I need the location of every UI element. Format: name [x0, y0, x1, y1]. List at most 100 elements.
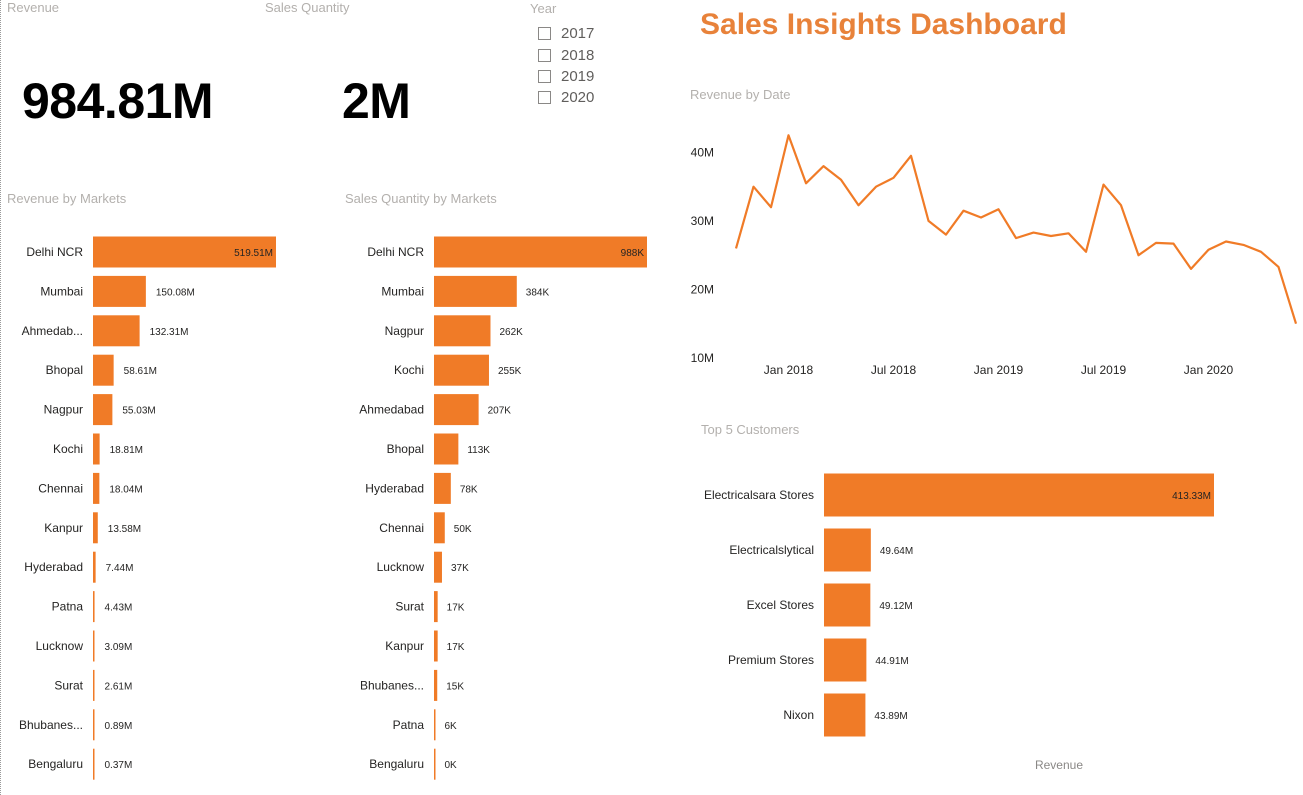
bar[interactable] [824, 528, 871, 572]
data-point[interactable] [733, 245, 739, 251]
data-point[interactable] [961, 208, 967, 214]
bar[interactable] [434, 315, 491, 347]
top-5-customers-title: Top 5 Customers [701, 422, 800, 437]
data-label: 50K [454, 524, 472, 535]
bar[interactable] [93, 354, 114, 386]
data-point[interactable] [891, 175, 897, 181]
data-point[interactable] [768, 204, 774, 210]
data-label: 15K [446, 681, 464, 692]
data-label: 413.33M [1172, 491, 1211, 502]
year-option-label: 2018 [561, 46, 595, 64]
bar[interactable] [93, 669, 95, 701]
bar[interactable] [93, 394, 113, 426]
data-label: 55.03M [122, 406, 155, 417]
data-point[interactable] [1293, 321, 1299, 327]
bar[interactable] [434, 748, 436, 780]
revenue-by-markets-chart[interactable]: Delhi NCR 519.51M Mumbai 150.08M Ahmedab... 1… [0, 228, 335, 788]
checkbox[interactable] [538, 90, 551, 104]
bar[interactable] [434, 512, 445, 544]
data-point[interactable] [1118, 202, 1124, 208]
data-point[interactable] [1083, 249, 1089, 255]
data-point[interactable] [996, 206, 1002, 212]
data-point[interactable] [1153, 240, 1159, 246]
bar[interactable] [93, 551, 96, 583]
data-point[interactable] [803, 180, 809, 186]
revenue-card-value: 984.81M [22, 73, 214, 129]
data-point[interactable] [1101, 182, 1107, 188]
bar[interactable] [434, 236, 647, 268]
bar[interactable] [93, 512, 98, 544]
revenue-by-date-chart[interactable]: 10M 20M 30M 40M Jan 2018 Jul 2018 Jan 2019 Jul … [680, 115, 1300, 390]
data-label: 43.89M [874, 711, 907, 722]
category-label: Electricalslytical [729, 543, 814, 557]
sales-quantity-by-markets-title: Sales Quantity by Markets [345, 191, 497, 206]
bar[interactable] [434, 709, 436, 741]
data-point[interactable] [1258, 249, 1264, 255]
year-option-2020[interactable]: 2020 [538, 87, 594, 107]
bar[interactable] [434, 275, 517, 307]
bar[interactable] [434, 433, 459, 465]
checkbox[interactable] [538, 26, 551, 40]
top-5-customers-chart[interactable]: Electricalsara Stores 413.33M Electricalsl… [690, 462, 1300, 782]
checkbox[interactable] [538, 48, 551, 62]
data-point[interactable] [1013, 235, 1019, 241]
data-point[interactable] [838, 177, 844, 183]
bar[interactable] [93, 709, 95, 741]
year-option-2018[interactable]: 2018 [538, 45, 594, 65]
bar[interactable] [93, 748, 95, 780]
bar[interactable] [434, 630, 438, 662]
data-point[interactable] [1241, 242, 1247, 248]
year-option-2019[interactable]: 2019 [538, 66, 594, 86]
bar[interactable] [93, 591, 95, 623]
bar[interactable] [434, 669, 438, 701]
data-point[interactable] [1171, 241, 1177, 247]
data-point[interactable] [786, 132, 792, 138]
data-point[interactable] [821, 163, 827, 169]
data-point[interactable] [1031, 230, 1037, 236]
revenue-series-line[interactable] [734, 134, 1298, 325]
bar[interactable] [434, 551, 442, 583]
bar[interactable] [434, 394, 479, 426]
year-option-2017[interactable]: 2017 [538, 23, 594, 43]
year-option-label: 2020 [561, 88, 595, 106]
bar[interactable] [93, 275, 146, 307]
revenue-by-date-title: Revenue by Date [690, 87, 791, 102]
bar[interactable] [93, 472, 100, 504]
bar[interactable] [93, 236, 276, 268]
data-label: 2.61M [105, 681, 133, 692]
bar[interactable] [434, 354, 489, 386]
sales-quantity-by-markets-chart[interactable]: Delhi NCR 988K Mumbai 384K Nagpur 262K Kochi 25… [340, 228, 670, 788]
bar[interactable] [824, 693, 866, 737]
bar[interactable] [93, 315, 140, 347]
category-label: Bengaluru [369, 757, 424, 771]
data-point[interactable] [1048, 233, 1054, 239]
checkbox[interactable] [538, 69, 551, 83]
data-point[interactable] [751, 184, 757, 190]
data-point[interactable] [856, 202, 862, 208]
data-point[interactable] [1206, 247, 1212, 253]
data-label: 207K [488, 406, 512, 417]
bar[interactable] [434, 591, 438, 623]
category-label: Ahmedab... [22, 324, 83, 338]
data-label: 6K [445, 721, 458, 732]
data-point[interactable] [978, 215, 984, 221]
bar[interactable] [824, 583, 871, 627]
data-point[interactable] [1066, 230, 1072, 236]
data-point[interactable] [1136, 252, 1142, 258]
data-point[interactable] [1276, 264, 1282, 270]
data-point[interactable] [1188, 266, 1194, 272]
category-label: Hyderabad [365, 481, 424, 495]
data-label: 4.43M [105, 603, 133, 614]
category-label: Patna [393, 718, 425, 732]
bar[interactable] [434, 472, 451, 504]
bar[interactable] [824, 473, 1214, 517]
data-point[interactable] [908, 153, 914, 159]
bar[interactable] [93, 630, 95, 662]
bar[interactable] [93, 433, 100, 465]
data-point[interactable] [926, 218, 932, 224]
data-point[interactable] [943, 232, 949, 238]
category-label: Nagpur [44, 403, 83, 417]
data-point[interactable] [873, 184, 879, 190]
data-point[interactable] [1223, 239, 1229, 245]
bar[interactable] [824, 638, 867, 682]
